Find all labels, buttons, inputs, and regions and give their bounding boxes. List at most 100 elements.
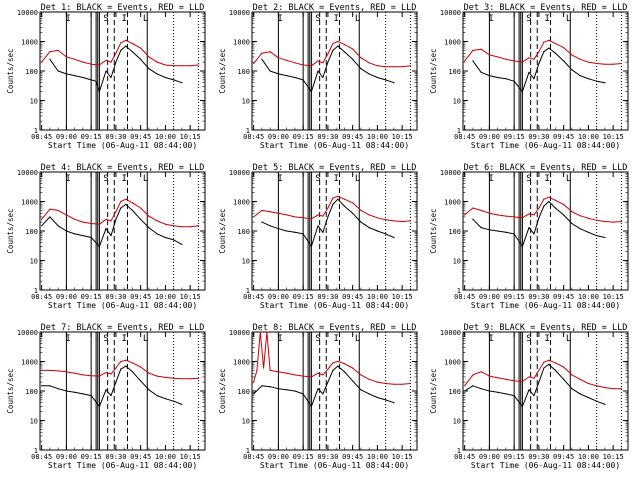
data-point-events bbox=[521, 91, 524, 93]
x-tick-label: 09:30 bbox=[317, 293, 338, 301]
data-point-events bbox=[332, 203, 334, 205]
x-tick-label: 09:45 bbox=[553, 133, 574, 141]
data-point-lld bbox=[480, 48, 482, 50]
data-point-events bbox=[302, 79, 304, 81]
data-point-lld bbox=[528, 57, 530, 59]
data-point-events bbox=[74, 391, 76, 393]
y-tick-label: 100 bbox=[237, 388, 250, 396]
data-point-lld bbox=[533, 214, 535, 216]
series-line-lld bbox=[253, 41, 411, 68]
data-point-lld bbox=[164, 223, 166, 225]
data-point-events bbox=[164, 76, 166, 79]
data-point-lld bbox=[464, 214, 466, 216]
data-point-events bbox=[65, 230, 67, 232]
y-tick-label: 10000 bbox=[440, 9, 461, 17]
marker-label: I bbox=[121, 14, 126, 24]
data-point-lld bbox=[120, 360, 122, 363]
y-tick-label: 1 bbox=[246, 447, 250, 455]
data-point-events bbox=[98, 91, 100, 93]
data-point-events bbox=[173, 239, 175, 241]
data-point-lld bbox=[563, 203, 565, 205]
data-point-events bbox=[513, 233, 515, 235]
data-point-lld bbox=[409, 382, 411, 385]
data-point-lld bbox=[472, 374, 474, 376]
x-axis-label: Start Time (06-Aug-11 08:44:00) bbox=[471, 461, 620, 470]
data-point-lld bbox=[189, 65, 191, 67]
data-point-lld bbox=[286, 372, 288, 374]
marker-label: I bbox=[277, 14, 282, 24]
data-point-lld bbox=[488, 212, 490, 214]
data-point-lld bbox=[401, 220, 403, 223]
y-tick-label: 10 bbox=[30, 258, 38, 266]
data-point-lld bbox=[587, 382, 590, 385]
data-point-lld bbox=[189, 226, 191, 228]
data-point-events bbox=[82, 393, 84, 395]
data-point-lld bbox=[596, 219, 598, 221]
data-point-events bbox=[164, 398, 166, 400]
data-point-lld bbox=[563, 366, 565, 368]
y-tick-label: 100 bbox=[25, 388, 38, 396]
series-line-lld bbox=[41, 198, 199, 228]
data-point-events bbox=[521, 245, 524, 248]
data-point-lld bbox=[131, 42, 133, 45]
data-point-lld bbox=[587, 61, 590, 63]
data-point-lld bbox=[538, 207, 540, 209]
data-point-events bbox=[587, 231, 590, 233]
data-point-events bbox=[90, 394, 92, 397]
data-point-events bbox=[156, 394, 158, 397]
x-tick-label: 09:30 bbox=[105, 453, 126, 461]
x-tick-label: 09:30 bbox=[105, 133, 126, 141]
data-point-lld bbox=[538, 369, 540, 371]
y-tick-label: 1000 bbox=[444, 39, 461, 47]
x-tick-label: 10:15 bbox=[603, 133, 624, 141]
data-point-events bbox=[140, 218, 142, 220]
panel-title: Det 6: BLACK = Events, RED = LLD bbox=[464, 163, 628, 173]
data-point-lld bbox=[376, 381, 378, 383]
data-point-events bbox=[337, 365, 339, 367]
data-point-lld bbox=[327, 368, 329, 370]
y-tick-label: 1000 bbox=[444, 199, 461, 207]
data-point-events bbox=[277, 73, 279, 75]
data-point-lld bbox=[82, 374, 84, 376]
y-axis-label: Counts/sec bbox=[429, 48, 438, 93]
data-point-lld bbox=[90, 222, 92, 225]
data-point-events bbox=[332, 369, 334, 371]
data-point-events bbox=[337, 198, 339, 200]
data-point-lld bbox=[579, 215, 581, 217]
y-tick-label: 100 bbox=[448, 388, 461, 396]
data-point-events bbox=[513, 80, 515, 82]
data-point-lld bbox=[98, 375, 100, 377]
data-point-lld bbox=[528, 376, 530, 378]
y-axis-label: Counts/sec bbox=[429, 368, 438, 413]
data-point-lld bbox=[173, 65, 175, 67]
y-tick-label: 10 bbox=[242, 418, 250, 426]
x-tick-label: 10:00 bbox=[578, 453, 599, 461]
data-point-lld bbox=[571, 374, 573, 376]
x-tick-label: 08:45 bbox=[31, 453, 52, 461]
y-axis-label: Counts/sec bbox=[6, 368, 15, 413]
data-point-events bbox=[294, 231, 296, 233]
data-point-events bbox=[488, 390, 490, 392]
data-point-lld bbox=[360, 209, 362, 211]
data-point-lld bbox=[125, 359, 127, 361]
marker-label: I bbox=[544, 334, 549, 344]
x-axis-label: Start Time (06-Aug-11 08:44:00) bbox=[471, 301, 620, 310]
x-tick-label: 09:45 bbox=[130, 293, 151, 301]
panel-title: Det 2: BLACK = Events, RED = LLD bbox=[253, 3, 417, 13]
data-point-lld bbox=[360, 374, 362, 376]
data-point-events bbox=[533, 394, 535, 397]
data-point-events bbox=[269, 70, 271, 72]
data-point-events bbox=[131, 209, 133, 211]
data-point-lld bbox=[74, 58, 76, 60]
data-point-lld bbox=[105, 372, 107, 374]
data-point-events bbox=[337, 45, 339, 47]
data-point-lld bbox=[332, 42, 334, 45]
data-point-lld bbox=[197, 225, 199, 227]
marker-label: L bbox=[566, 174, 571, 184]
data-point-events bbox=[148, 227, 150, 229]
y-tick-label: 10 bbox=[453, 258, 461, 266]
x-tick-label: 09:15 bbox=[293, 453, 314, 461]
data-point-lld bbox=[332, 362, 334, 364]
data-point-lld bbox=[253, 381, 255, 383]
data-point-lld bbox=[393, 383, 395, 385]
